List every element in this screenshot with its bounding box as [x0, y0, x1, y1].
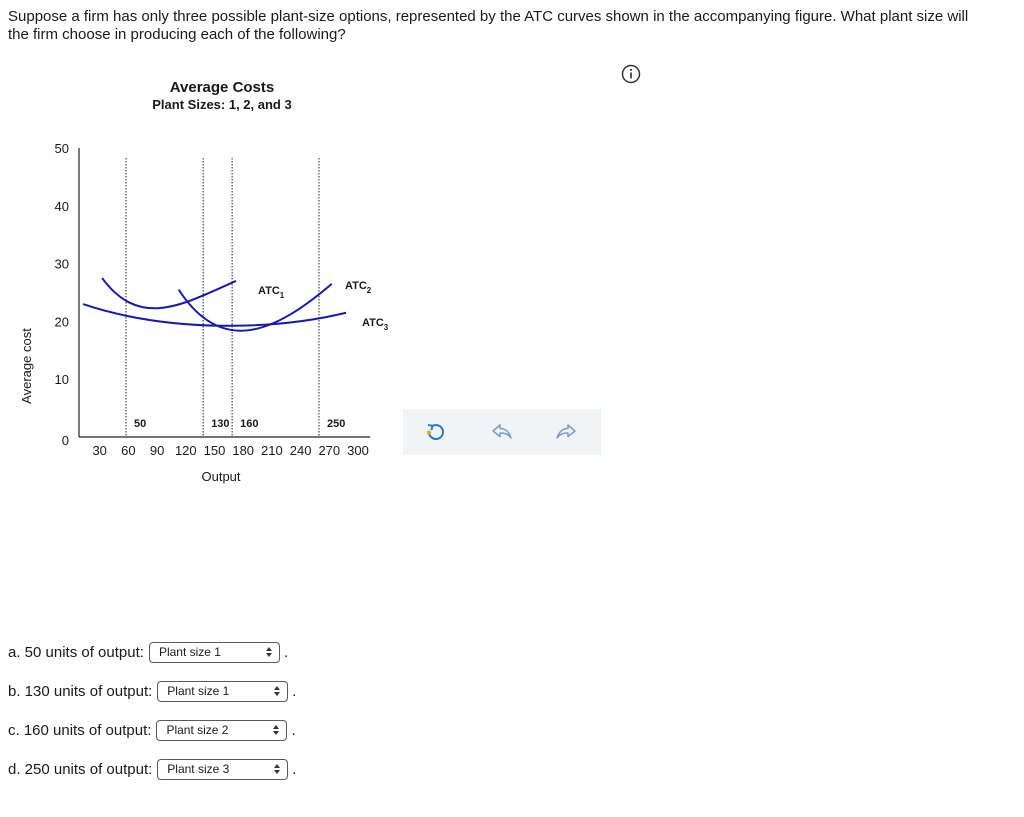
select-value-c: Plant size 2 [166, 723, 229, 737]
answer-label-c: c. 160 units of output: [8, 721, 152, 739]
x-tick-label: 270 [318, 443, 340, 458]
select-value-a: Plant size 1 [158, 645, 221, 659]
answer-suffix: . [292, 682, 297, 700]
x-tick-label: 150 [204, 443, 226, 458]
y-tick-label: 20 [55, 314, 69, 329]
chart-subtitle: Plant Sizes: 1, 2, and 3 [152, 97, 291, 112]
guide-label-250: 250 [327, 418, 345, 430]
guide-label-160: 160 [240, 418, 258, 430]
select-value-b: Plant size 1 [167, 684, 230, 698]
redo-icon[interactable] [553, 419, 579, 445]
graph-toolbar [403, 409, 601, 455]
plant-size-select-a[interactable]: Plant size 1 [148, 641, 280, 663]
y-tick-label: 10 [55, 372, 69, 387]
info-icon[interactable] [621, 64, 641, 84]
x-axis-label: Output [201, 469, 240, 484]
x-tick-label: 240 [290, 443, 312, 458]
curve-label-2: ATC2 [345, 280, 372, 295]
atc-curve-2 [177, 283, 333, 332]
x-tick-label: 300 [347, 443, 369, 458]
answer-suffix: . [283, 643, 289, 661]
curve-label-3: ATC3 [362, 317, 389, 332]
y-tick-label: 0 [62, 433, 69, 448]
y-tick-label: 50 [55, 141, 69, 156]
chart-title: Average Costs [170, 79, 275, 96]
answer-suffix: . [291, 721, 296, 739]
select-arrows-icon [274, 686, 281, 696]
answer-row-a: a. 50 units of output: Plant size 1 . [8, 640, 288, 664]
x-tick-label: 210 [261, 443, 283, 458]
plant-size-select-c[interactable]: Plant size 2 [156, 719, 288, 741]
answer-suffix: . [292, 760, 297, 778]
undo-icon[interactable] [489, 419, 515, 445]
question-text: Suppose a firm has only three possible p… [8, 8, 969, 43]
x-tick-label: 60 [121, 443, 135, 458]
answer-row-c: c. 160 units of output: Plant size 2 . [8, 718, 296, 742]
answer-label-b: b. 130 units of output: [8, 682, 153, 700]
select-arrows-icon [273, 725, 280, 735]
answer-row-d: d. 250 units of output: Plant size 3 . [8, 757, 296, 781]
atc-curve-1 [101, 277, 237, 310]
select-arrows-icon [274, 764, 281, 774]
answer-label-a: a. 50 units of output: [8, 643, 144, 661]
chart: Average Costs Plant Sizes: 1, 2, and 3 A… [19, 79, 389, 484]
answer-row-b: b. 130 units of output: Plant size 1 . [8, 679, 296, 703]
x-tick-label: 30 [92, 443, 106, 458]
x-tick-label: 180 [232, 443, 254, 458]
curve-label-1: ATC1 [258, 285, 285, 300]
x-tick-label: 90 [150, 443, 164, 458]
atc-curve-3 [82, 303, 347, 327]
select-arrows-icon [265, 647, 272, 657]
y-axis-label: Average cost [19, 328, 34, 404]
plant-size-select-b[interactable]: Plant size 1 [157, 680, 289, 702]
select-value-d: Plant size 3 [167, 762, 230, 776]
guide-label-50: 50 [134, 418, 146, 430]
y-tick-label: 30 [55, 257, 69, 272]
answer-label-d: d. 250 units of output: [8, 760, 153, 778]
plant-size-select-d[interactable]: Plant size 3 [157, 758, 289, 780]
y-tick-label: 40 [55, 199, 69, 214]
guide-label-130: 130 [211, 418, 229, 430]
reset-icon[interactable] [423, 419, 449, 445]
x-tick-label: 120 [175, 443, 197, 458]
